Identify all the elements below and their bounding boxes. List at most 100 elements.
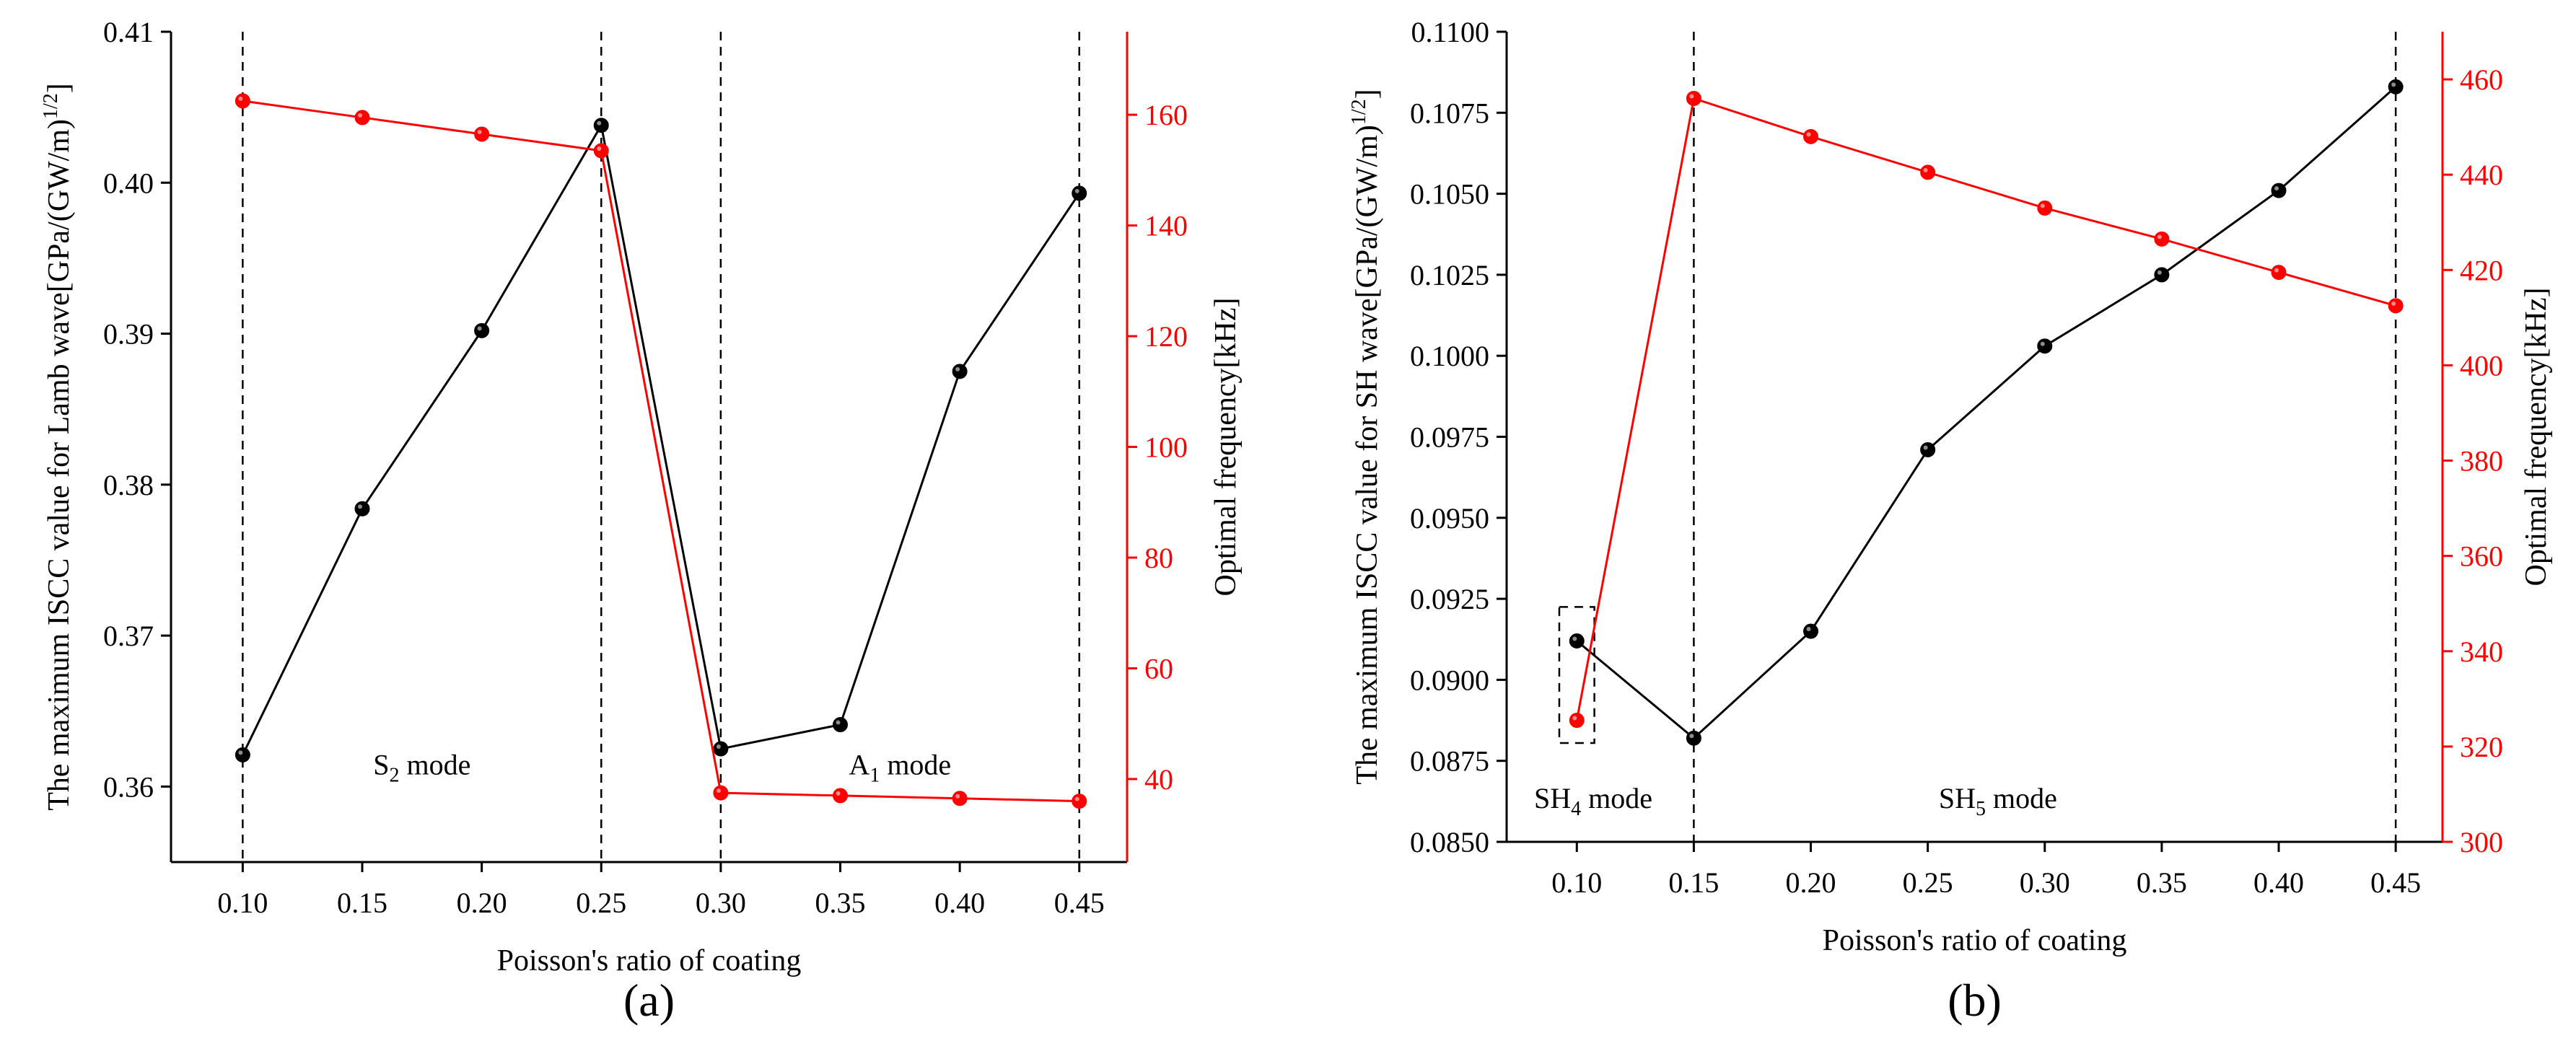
y-axis-title-end: ]: [1351, 89, 1384, 99]
data-point-frequency: [474, 126, 490, 142]
data-point-iscc: [1569, 633, 1585, 649]
chart-panel-b: 0.10 0.15 0.20 0.25 0.30 0.35 0.40 0.45 0.0850 0.…: [1348, 16, 2553, 1026]
mode-subscript: 5: [1976, 798, 1986, 820]
data-point-highlight: [1923, 445, 1928, 450]
data-point-iscc: [2154, 267, 2170, 283]
mode-suffix: mode: [1986, 782, 2057, 814]
data-point-highlight: [238, 750, 243, 755]
y2-tick-label: 120: [1144, 320, 1188, 353]
data-point-highlight: [597, 120, 602, 126]
mode-name: S: [373, 749, 389, 781]
mode-name: A: [849, 749, 869, 781]
data-point-frequency: [952, 791, 968, 807]
y-tick-label: 0.0875: [1410, 745, 1489, 778]
data-point-iscc: [952, 364, 968, 379]
panel-label: (a): [623, 975, 675, 1026]
y-axis-title-end: ]: [43, 83, 76, 93]
data-point-highlight: [358, 113, 362, 118]
y-tick-label: 0.1025: [1410, 259, 1489, 291]
series-line-iscc: [1576, 86, 2397, 740]
data-point-highlight: [1806, 627, 1811, 632]
y2-tick-label: 300: [2460, 826, 2503, 858]
mode-subscript: 4: [1571, 798, 1581, 820]
data-point-frequency: [2154, 231, 2170, 247]
data-point-frequency: [1686, 90, 1701, 106]
data-point-highlight: [1806, 132, 1811, 137]
mode-subscript: 2: [390, 765, 400, 787]
x-tick-label: 0.40: [2253, 866, 2304, 899]
data-point-highlight: [1689, 734, 1694, 739]
y2-tick-label: 60: [1144, 652, 1173, 685]
data-point-iscc: [1803, 623, 1819, 639]
y2-tick-label: 80: [1144, 542, 1173, 574]
y-tick-label: 0.0950: [1410, 502, 1489, 535]
data-point-highlight: [716, 744, 721, 750]
data-point-iscc: [1686, 730, 1701, 746]
data-point-iscc: [833, 717, 848, 733]
y-tick-label: 0.0900: [1410, 664, 1489, 696]
panel-label: (b): [1948, 975, 2002, 1026]
data-point-highlight: [2040, 341, 2045, 346]
y2-tick-label: 440: [2460, 159, 2503, 191]
data-point-iscc: [2037, 338, 2053, 354]
mode-suffix: mode: [880, 749, 951, 781]
y2-tick-label: 100: [1144, 431, 1188, 464]
data-point-highlight: [1074, 796, 1079, 801]
x-tick-label: 0.20: [457, 887, 507, 919]
data-point-highlight: [2274, 186, 2279, 191]
y-tick-label: 0.39: [103, 318, 154, 351]
data-point-frequency: [2037, 200, 2053, 216]
data-point-highlight: [238, 96, 243, 101]
mode-subscript: 1: [869, 765, 880, 787]
x-tick-label: 0.25: [576, 887, 626, 919]
mode-annotation: SH4 mode: [1534, 782, 1652, 820]
y2-tick-label: 460: [2460, 63, 2503, 96]
data-point-highlight: [2391, 82, 2396, 87]
data-point-highlight: [955, 366, 960, 372]
series-line-frequency: [242, 100, 1079, 803]
data-point-iscc: [713, 741, 729, 757]
mode-name: SH: [1534, 782, 1571, 814]
y-tick-label: 0.1100: [1411, 16, 1489, 48]
y-axis-title-main: The maximum ISCC value for Lamb wave[GPa…: [43, 119, 76, 811]
x-tick-label: 0.10: [217, 887, 268, 919]
data-point-iscc: [1920, 441, 1936, 457]
y-tick-label: 0.0975: [1410, 421, 1489, 454]
data-point-iscc: [474, 322, 490, 338]
data-point-highlight: [955, 794, 960, 799]
data-point-highlight: [836, 720, 841, 725]
data-point-highlight: [2157, 234, 2162, 239]
y2-tick-label: 40: [1144, 763, 1173, 796]
series-line-iscc: [242, 122, 1080, 756]
mode-annotation: SH5 mode: [1939, 782, 2057, 820]
y2-tick-label: 400: [2460, 349, 2503, 382]
x-tick-label: 0.35: [2137, 866, 2187, 899]
data-point-frequency: [354, 110, 370, 126]
mode-suffix: mode: [400, 749, 471, 781]
data-point-highlight: [1923, 167, 1928, 172]
mode-name: SH: [1939, 782, 1976, 814]
y-tick-label: 0.38: [103, 469, 154, 501]
series-line-frequency: [1575, 97, 2396, 721]
y2-tick-label: 380: [2460, 445, 2503, 478]
x-tick-label: 0.25: [1903, 866, 1953, 899]
y-tick-label: 0.37: [103, 620, 154, 652]
data-point-highlight: [836, 791, 841, 796]
x-tick-label: 0.45: [2370, 866, 2421, 899]
data-point-highlight: [358, 504, 362, 509]
x-tick-label: 0.10: [1551, 866, 1602, 899]
x-tick-label: 0.15: [1668, 866, 1719, 899]
x-tick-label: 0.35: [815, 887, 866, 919]
y2-tick-label: 140: [1144, 210, 1188, 242]
y-tick-label: 0.0850: [1410, 826, 1489, 858]
data-point-highlight: [1074, 188, 1079, 193]
chart-panel-a: 0.10 0.15 0.20 0.25 0.30 0.35 0.40 0.45 0.36 0.37…: [40, 16, 1243, 1026]
y2-tick-label: 340: [2460, 636, 2503, 668]
data-point-frequency: [833, 788, 848, 804]
data-point-highlight: [477, 129, 482, 134]
y-tick-label: 0.1000: [1410, 340, 1489, 372]
x-tick-label: 0.30: [2020, 866, 2070, 899]
x-axis-title: Poisson's ratio of coating: [1823, 924, 2127, 957]
data-point-frequency: [713, 785, 729, 801]
